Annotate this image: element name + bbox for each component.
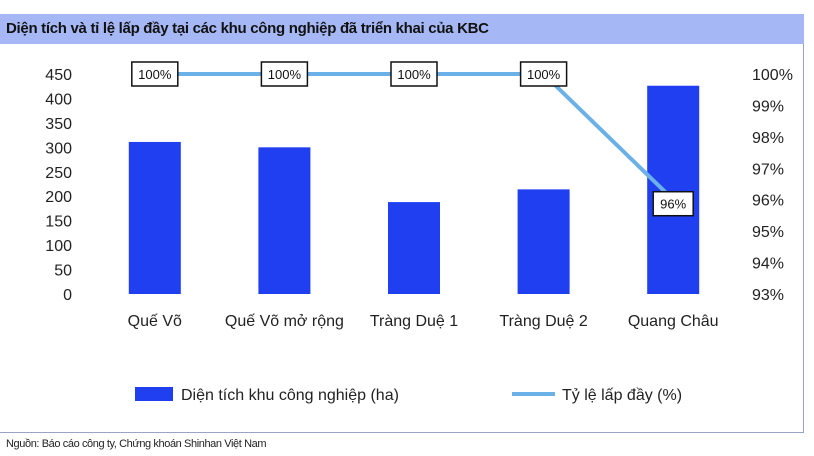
- frame-right-border: [803, 44, 804, 432]
- data-label-box: [652, 190, 694, 217]
- category-axis: Quế Võ Quế Võ mở rộng Tràng Duệ 1 Tràng Duệ…: [128, 313, 719, 330]
- frame-bottom-border: [0, 432, 804, 433]
- line-series: [154, 72, 675, 202]
- right-tick-label: 94%: [752, 256, 784, 273]
- left-axis: 0 50 100 150 200 250 300 350 400 450: [45, 67, 72, 304]
- data-label-box: [519, 61, 568, 87]
- bar: [258, 147, 311, 294]
- right-tick-label: 100%: [752, 67, 793, 84]
- data-label-text: 100%: [527, 67, 561, 82]
- category-label: Quế Võ mở rộng: [225, 313, 344, 330]
- left-tick-label: 250: [45, 165, 72, 182]
- left-tick-label: 100: [45, 238, 72, 255]
- left-tick-label: 50: [54, 263, 72, 280]
- chart-title: Diện tích và tỉ lệ lấp đầy tại các khu c…: [0, 14, 804, 44]
- data-label-text: 100%: [268, 67, 302, 82]
- left-tick-label: 350: [45, 116, 72, 133]
- right-tick-label: 99%: [752, 98, 784, 115]
- data-label: 96%: [652, 190, 694, 217]
- category-label: Quang Châu: [628, 313, 719, 330]
- bar: [128, 141, 181, 294]
- right-axis: 93% 94% 95% 96% 97% 98% 99% 100%: [752, 67, 793, 304]
- right-tick-label: 97%: [752, 161, 784, 178]
- bar: [388, 202, 440, 294]
- data-label: 100%: [131, 61, 179, 87]
- category-label: Tràng Duệ 1: [370, 313, 458, 330]
- data-label-box: [131, 61, 179, 87]
- data-label-text: 96%: [660, 197, 686, 212]
- legend-line-label: Tỷ lệ lấp đầy (%): [562, 387, 682, 404]
- source-note: Nguồn: Báo cáo công ty, Chứng khoán Shin…: [6, 438, 267, 450]
- data-labels: 100% 100% 100% 100% 96%: [131, 61, 694, 217]
- category-label: Tràng Duệ 2: [499, 313, 587, 330]
- left-tick-label: 300: [45, 140, 72, 157]
- chart-area: 0 50 100 150 200 250 300 350 400 450 93% 94% 95% 96%…: [45, 61, 793, 404]
- left-tick-label: 200: [45, 189, 72, 206]
- right-tick-label: 98%: [752, 130, 784, 147]
- left-tick-label: 400: [45, 91, 72, 108]
- right-tick-label: 95%: [752, 224, 784, 241]
- right-tick-label: 96%: [752, 193, 784, 210]
- left-tick-label: 450: [45, 67, 72, 84]
- data-label: 100%: [390, 61, 438, 87]
- category-label: Quế Võ: [128, 313, 182, 330]
- data-label: 100%: [260, 61, 309, 87]
- legend-bar-label: Diện tích khu công nghiệp (ha): [181, 387, 399, 404]
- data-label: 100%: [519, 61, 568, 87]
- legend: Diện tích khu công nghiệp (ha) Tỷ lệ lấp …: [135, 387, 682, 404]
- right-tick-label: 93%: [752, 287, 784, 304]
- data-label-box: [390, 61, 438, 87]
- data-label-text: 100%: [397, 67, 431, 82]
- fill-rate-line: [154, 72, 675, 202]
- bar: [647, 85, 700, 294]
- data-label-text: 100%: [138, 67, 172, 82]
- legend-bar-swatch: [135, 387, 173, 401]
- left-tick-label: 150: [45, 214, 72, 231]
- data-label-box: [260, 61, 309, 87]
- left-tick-label: 0: [63, 287, 72, 304]
- bar-series: [128, 85, 700, 294]
- bar: [517, 189, 570, 294]
